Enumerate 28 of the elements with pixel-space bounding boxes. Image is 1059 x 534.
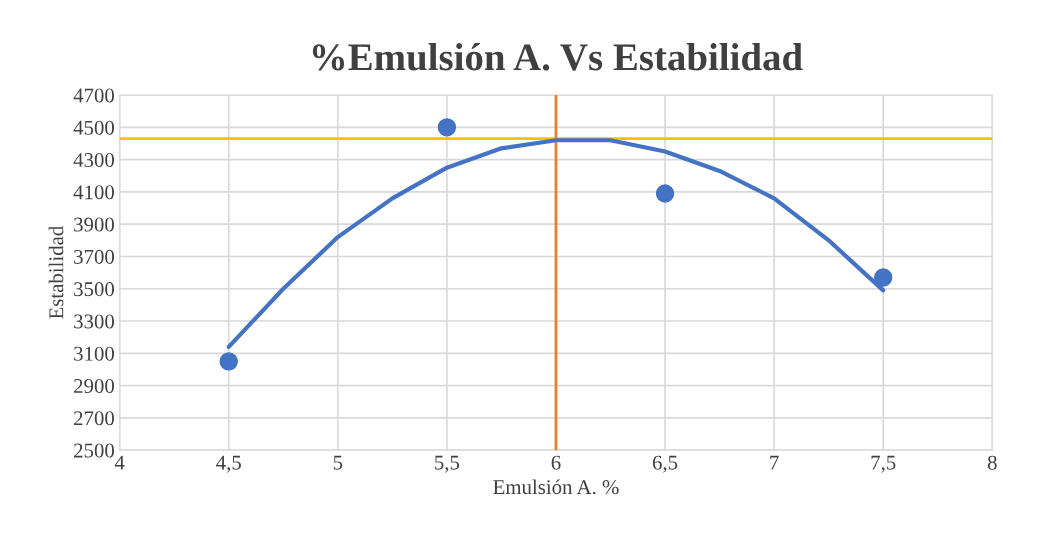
point <box>219 352 238 371</box>
y-tick-label: 3700 <box>74 249 115 264</box>
point <box>655 184 675 203</box>
point <box>437 118 457 137</box>
y-tick-label: 2900 <box>74 378 115 394</box>
x-tick-label: 5,5 <box>435 455 460 473</box>
chart-title: %Emulsión A. Vs Estabilidad <box>312 43 803 71</box>
y-tick-label: 4700 <box>73 88 115 103</box>
x-tick-label: 7,5 <box>871 455 896 473</box>
y-tick-label: 2700 <box>74 411 115 426</box>
y-axis-title: Estabilidad <box>48 226 64 319</box>
y-tick-label: 3500 <box>74 282 115 297</box>
x-tick-label: 6,5 <box>652 455 678 473</box>
y-tick-label: 3100 <box>74 346 115 361</box>
x-axis-title: Emulsión A. % <box>493 479 619 495</box>
x-tick-label: 4 <box>114 455 125 470</box>
y-tick-label: 4300 <box>73 152 115 168</box>
point <box>874 268 893 287</box>
x-tick-label: 6 <box>551 455 561 470</box>
y-tick-label: 4500 <box>73 120 115 135</box>
x-tick-label: 5 <box>333 455 343 470</box>
y-tick-label: 4100 <box>73 185 115 200</box>
y-tick-label: 3300 <box>74 314 115 329</box>
y-tick-label: 3900 <box>74 217 115 232</box>
x-tick-label: 8 <box>987 455 997 470</box>
x-tick-label: 7 <box>770 455 779 470</box>
x-tick-label: 4,5 <box>216 455 241 473</box>
y-tick-label: 2500 <box>74 443 115 458</box>
